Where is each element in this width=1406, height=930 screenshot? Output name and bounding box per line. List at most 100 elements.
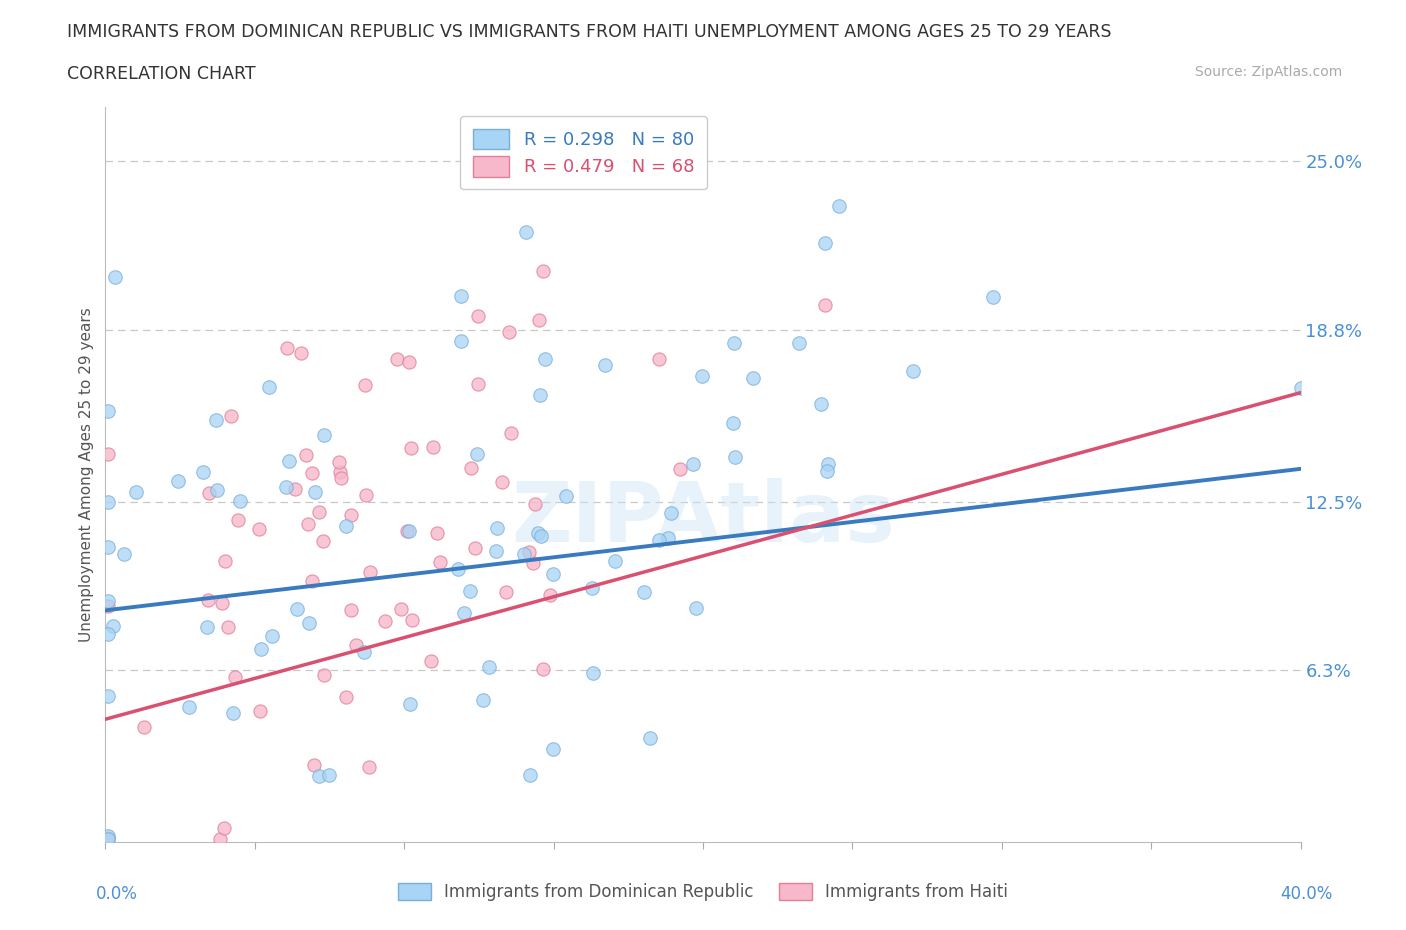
Legend: R = 0.298   N = 80, R = 0.479   N = 68: R = 0.298 N = 80, R = 0.479 N = 68	[460, 116, 707, 190]
Point	[97, 831, 120, 846]
Point	[340, 508, 363, 523]
Point	[522, 555, 544, 570]
Point	[197, 592, 219, 607]
Point	[354, 487, 377, 502]
Point	[191, 464, 214, 479]
Point	[531, 661, 554, 676]
Point	[486, 521, 509, 536]
Point	[692, 368, 714, 383]
Point	[224, 670, 246, 684]
Point	[249, 703, 271, 718]
Point	[257, 379, 280, 394]
Point	[467, 309, 489, 324]
Point	[817, 457, 839, 472]
Point	[515, 225, 537, 240]
Point	[513, 547, 536, 562]
Point	[374, 614, 396, 629]
Point	[453, 605, 475, 620]
Point	[195, 620, 218, 635]
Point	[97, 599, 120, 614]
Point	[344, 638, 367, 653]
Point	[276, 340, 298, 355]
Point	[179, 699, 201, 714]
Point	[524, 497, 547, 512]
Point	[541, 566, 564, 581]
Text: 0.0%: 0.0%	[96, 885, 138, 903]
Point	[312, 667, 335, 682]
Point	[471, 693, 494, 708]
Point	[221, 706, 243, 721]
Point	[276, 480, 298, 495]
Point	[314, 428, 336, 443]
Point	[543, 742, 565, 757]
Point	[125, 485, 148, 499]
Point	[290, 346, 312, 361]
Point	[981, 289, 1004, 304]
Point	[97, 830, 120, 845]
Point	[633, 585, 655, 600]
Point	[401, 440, 423, 455]
Text: ZIPAtlas: ZIPAtlas	[510, 478, 896, 559]
Point	[531, 264, 554, 279]
Point	[498, 325, 520, 339]
Point	[467, 446, 489, 461]
Point	[519, 767, 541, 782]
Point	[450, 333, 472, 348]
Point	[638, 730, 661, 745]
Point	[97, 404, 120, 418]
Point	[491, 474, 513, 489]
Point	[214, 553, 236, 568]
Point	[104, 269, 127, 284]
Point	[827, 198, 849, 213]
Point	[304, 485, 326, 499]
Point	[308, 505, 330, 520]
Point	[581, 580, 603, 595]
Point	[134, 720, 156, 735]
Point	[297, 517, 319, 532]
Point	[353, 378, 375, 392]
Text: 40.0%: 40.0%	[1281, 885, 1333, 903]
Point	[401, 612, 423, 627]
Point	[464, 540, 486, 555]
Text: CORRELATION CHART: CORRELATION CHART	[67, 65, 256, 83]
Text: Source: ZipAtlas.com: Source: ZipAtlas.com	[1195, 65, 1343, 79]
Legend: Immigrants from Dominican Republic, Immigrants from Haiti: Immigrants from Dominican Republic, Immi…	[391, 876, 1015, 908]
Point	[217, 619, 239, 634]
Point	[810, 397, 832, 412]
Point	[530, 528, 553, 543]
Point	[97, 689, 120, 704]
Point	[582, 665, 605, 680]
Point	[205, 483, 228, 498]
Point	[1289, 381, 1312, 396]
Point	[901, 364, 924, 379]
Point	[429, 554, 451, 569]
Point	[353, 644, 375, 659]
Point	[359, 760, 381, 775]
Point	[420, 654, 443, 669]
Point	[318, 767, 340, 782]
Point	[219, 409, 242, 424]
Point	[329, 465, 352, 480]
Point	[603, 554, 626, 569]
Point	[302, 757, 325, 772]
Point	[554, 489, 576, 504]
Point	[250, 642, 273, 657]
Point	[229, 493, 252, 508]
Point	[593, 358, 616, 373]
Point	[657, 530, 679, 545]
Point	[198, 485, 221, 500]
Point	[529, 387, 551, 402]
Point	[534, 352, 557, 366]
Point	[212, 820, 235, 835]
Point	[308, 769, 330, 784]
Point	[501, 426, 523, 441]
Point	[527, 525, 550, 540]
Point	[262, 629, 284, 644]
Point	[284, 482, 307, 497]
Point	[495, 584, 517, 599]
Point	[814, 235, 837, 250]
Point	[426, 525, 449, 540]
Point	[301, 574, 323, 589]
Point	[298, 616, 321, 631]
Point	[97, 829, 120, 844]
